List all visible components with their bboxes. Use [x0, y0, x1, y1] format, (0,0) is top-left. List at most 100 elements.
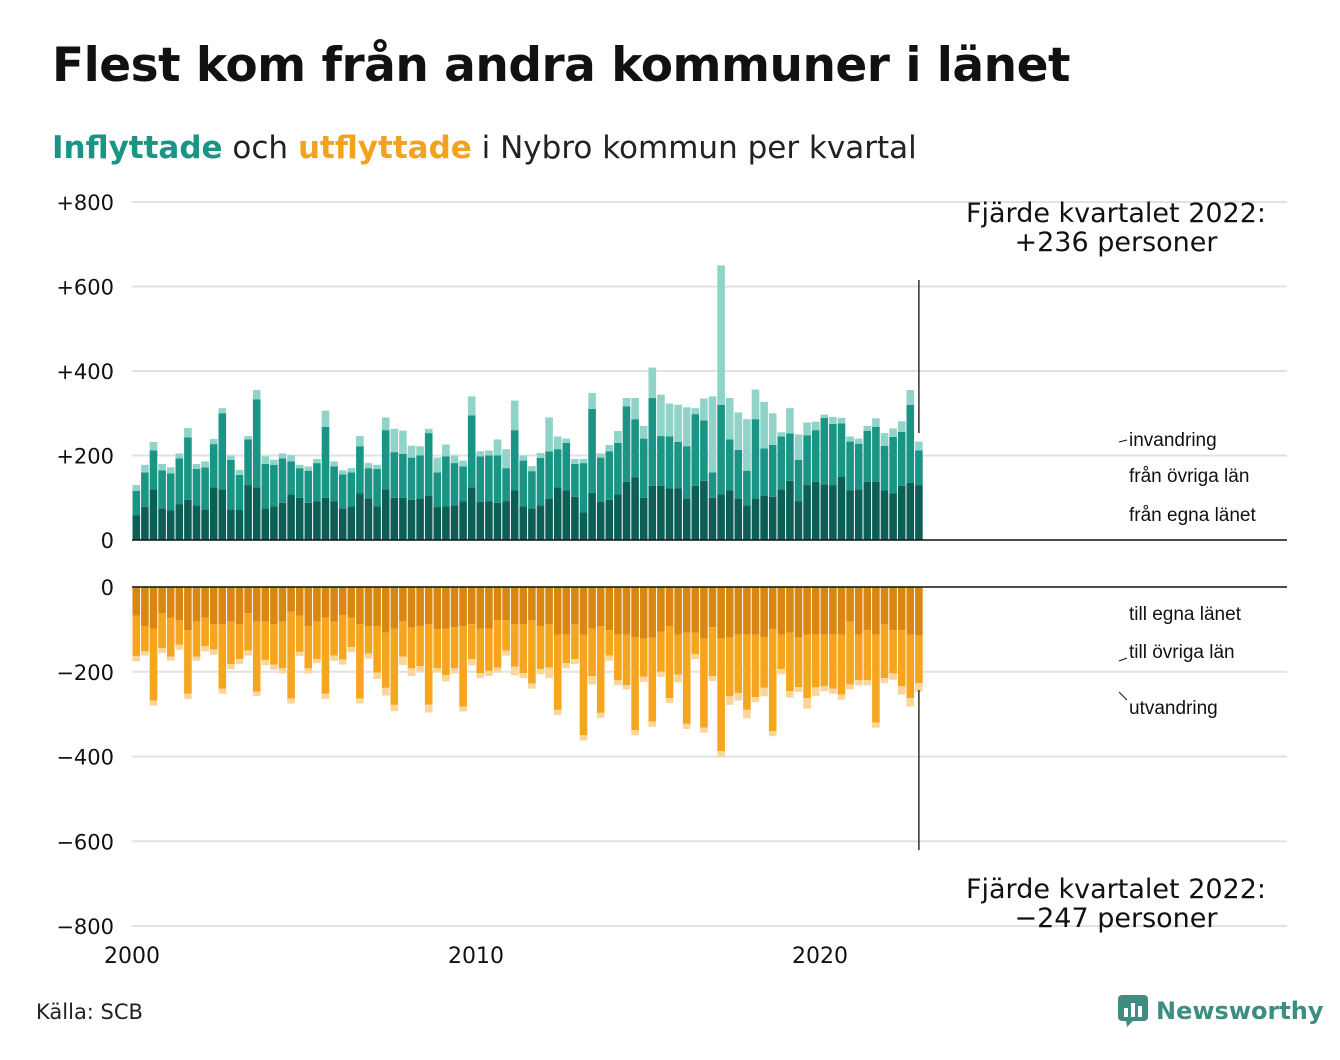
- bar-in-0: [897, 485, 906, 540]
- bar-in-1: [261, 463, 270, 509]
- bar-out-2: [614, 680, 622, 686]
- y-tick-label: +800: [56, 191, 114, 215]
- annotation-top-line1: Fjärde kvartalet 2022:: [966, 198, 1266, 229]
- bar-out-0: [743, 587, 751, 635]
- bar-out-2: [837, 694, 846, 700]
- bar-out-2: [528, 683, 536, 689]
- bar-out-2: [338, 659, 347, 665]
- bar-out-2: [407, 668, 416, 676]
- bar-in-1: [880, 445, 889, 491]
- bar-in-0: [889, 493, 897, 540]
- bar-out-0: [227, 587, 235, 622]
- bar-in-1: [562, 442, 571, 491]
- bar-in-2: [794, 434, 803, 460]
- bar-out-1: [622, 634, 631, 686]
- bar-in-1: [915, 450, 923, 486]
- label-leader: [1118, 657, 1128, 662]
- bar-in-2: [235, 469, 244, 475]
- bar-in-1: [450, 463, 459, 506]
- bar-out-1: [768, 629, 777, 732]
- bar-in-0: [528, 508, 536, 540]
- bar-in-1: [829, 423, 837, 486]
- bar-out-2: [166, 656, 175, 661]
- source-note: Källa: SCB: [36, 1000, 143, 1024]
- bar-in-0: [820, 484, 829, 540]
- bar-out-2: [295, 651, 304, 657]
- bar-out-0: [287, 587, 295, 612]
- bar-out-1: [192, 621, 201, 657]
- bar-in-1: [803, 435, 811, 486]
- bar-in-1: [252, 399, 261, 488]
- bar-in-0: [691, 485, 700, 540]
- newsworthy-logo-icon: [1118, 995, 1148, 1027]
- subtitle-rest: i Nybro kommun per kvartal: [471, 130, 917, 166]
- bar-in-0: [158, 508, 166, 540]
- bar-out-2: [373, 672, 381, 679]
- bar-out-0: [442, 587, 450, 629]
- bar-in-2: [313, 458, 321, 464]
- bar-in-0: [622, 481, 631, 540]
- bar-out-0: [648, 587, 657, 638]
- bar-out-1: [235, 624, 244, 660]
- bar-out-2: [794, 687, 803, 693]
- bar-out-0: [149, 587, 158, 629]
- bar-out-0: [510, 587, 519, 625]
- bar-out-0: [338, 587, 347, 615]
- bar-out-2: [201, 646, 209, 652]
- bar-out-2: [622, 685, 631, 690]
- bar-out-2: [270, 664, 278, 670]
- bar-out-2: [510, 666, 519, 676]
- bar-out-2: [356, 698, 364, 704]
- bar-in-2: [768, 413, 777, 445]
- bar-in-1: [227, 459, 235, 510]
- bar-out-2: [803, 698, 811, 709]
- y-tick-label: +600: [56, 276, 114, 300]
- bar-out-1: [356, 624, 364, 699]
- bar-out-1: [467, 624, 476, 660]
- bar-out-2: [545, 667, 553, 679]
- bar-in-1: [373, 469, 381, 507]
- segment-label-in: från egna länet: [1129, 505, 1256, 526]
- bar-out-1: [158, 613, 166, 649]
- bar-out-1: [700, 638, 708, 728]
- bar-out-2: [304, 668, 313, 674]
- bar-out-0: [562, 587, 571, 635]
- bar-in-1: [872, 426, 880, 482]
- bar-out-1: [803, 634, 811, 699]
- bar-out-0: [201, 587, 209, 618]
- bar-in-2: [381, 417, 390, 431]
- bar-in-1: [596, 457, 605, 502]
- bar-in-2: [338, 470, 347, 475]
- bar-out-1: [450, 627, 459, 669]
- y-tick-label: 0: [101, 529, 114, 553]
- bar-in-2: [502, 449, 510, 469]
- bar-out-0: [596, 587, 605, 626]
- bar-in-0: [227, 509, 235, 540]
- bar-out-1: [897, 630, 906, 687]
- bar-out-2: [347, 647, 356, 653]
- bar-out-0: [252, 587, 261, 622]
- bar-out-1: [786, 632, 794, 692]
- bar-in-2: [700, 398, 708, 421]
- bar-out-2: [829, 688, 837, 694]
- bar-in-1: [166, 473, 175, 511]
- bar-out-0: [897, 587, 906, 631]
- bar-in-2: [811, 421, 820, 431]
- bar-out-0: [295, 587, 304, 616]
- bar-out-2: [467, 659, 476, 666]
- bar-out-2: [639, 676, 648, 682]
- bar-out-1: [811, 634, 820, 688]
- bar-in-2: [605, 444, 614, 452]
- bar-in-0: [502, 501, 510, 540]
- bar-in-2: [476, 451, 485, 457]
- bar-out-2: [553, 709, 562, 715]
- bar-in-1: [614, 442, 622, 495]
- bar-out-2: [476, 673, 485, 679]
- bar-in-1: [304, 470, 313, 503]
- bar-in-0: [442, 506, 450, 540]
- bar-in-2: [510, 400, 519, 431]
- bar-in-2: [252, 390, 261, 400]
- bar-in-0: [295, 497, 304, 540]
- bar-out-0: [820, 587, 829, 635]
- bar-in-2: [424, 428, 433, 434]
